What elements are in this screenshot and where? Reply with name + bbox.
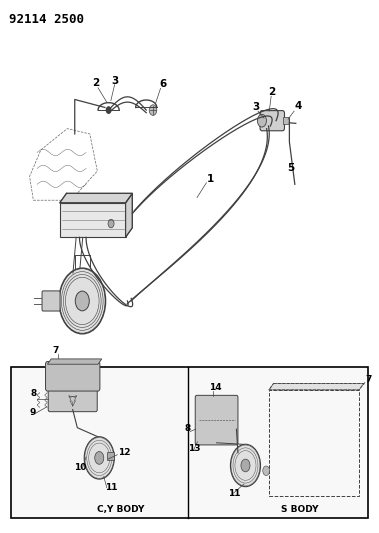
Text: 3: 3 — [112, 76, 119, 86]
Circle shape — [108, 219, 114, 228]
Text: 14: 14 — [209, 383, 221, 392]
Bar — [283, 117, 290, 124]
Text: 9: 9 — [29, 408, 35, 417]
Text: 7: 7 — [52, 345, 59, 354]
Text: 4: 4 — [295, 101, 302, 111]
FancyBboxPatch shape — [48, 386, 97, 411]
Bar — [107, 452, 114, 460]
Text: 5: 5 — [287, 163, 294, 173]
Circle shape — [106, 107, 111, 114]
Text: 2: 2 — [92, 78, 99, 88]
Bar — [11, 367, 368, 519]
Text: S BODY: S BODY — [281, 505, 318, 514]
Text: 8: 8 — [185, 424, 191, 433]
Circle shape — [241, 459, 250, 472]
Circle shape — [230, 445, 260, 487]
FancyBboxPatch shape — [260, 111, 285, 131]
Text: 13: 13 — [188, 444, 201, 453]
Text: 11: 11 — [105, 483, 118, 492]
Polygon shape — [125, 193, 132, 237]
Circle shape — [75, 291, 89, 311]
Text: 11: 11 — [228, 489, 241, 498]
Polygon shape — [47, 359, 102, 364]
Bar — [269, 390, 359, 496]
Text: 1: 1 — [207, 174, 214, 184]
Text: 3: 3 — [253, 102, 260, 112]
Text: 12: 12 — [118, 448, 130, 457]
Circle shape — [95, 451, 104, 464]
Text: 8: 8 — [31, 389, 37, 398]
FancyBboxPatch shape — [195, 395, 238, 445]
FancyBboxPatch shape — [42, 291, 60, 311]
Text: C,Y BODY: C,Y BODY — [97, 505, 144, 514]
FancyBboxPatch shape — [45, 361, 100, 391]
Circle shape — [257, 114, 266, 127]
Polygon shape — [269, 384, 364, 390]
Circle shape — [84, 437, 114, 479]
Text: 6: 6 — [160, 79, 167, 90]
Circle shape — [149, 105, 157, 115]
Polygon shape — [60, 193, 132, 203]
Text: 92114 2500: 92114 2500 — [9, 13, 84, 26]
Circle shape — [263, 466, 269, 475]
Circle shape — [59, 268, 106, 334]
Text: 2: 2 — [268, 87, 276, 97]
FancyBboxPatch shape — [60, 203, 125, 237]
Text: 7: 7 — [366, 375, 372, 384]
Text: 10: 10 — [74, 463, 86, 472]
